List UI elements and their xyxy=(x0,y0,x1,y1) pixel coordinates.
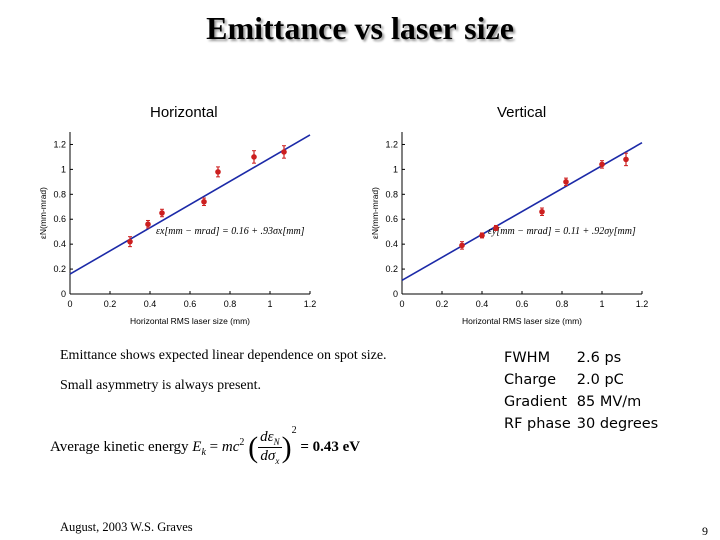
formula-label: Average kinetic energy xyxy=(50,439,189,455)
x-axis-label: Horizontal RMS laser size (mm) xyxy=(130,316,250,326)
data-point xyxy=(459,242,465,249)
x-tick-label: 0.2 xyxy=(436,299,449,309)
y-tick-label: 1 xyxy=(61,164,66,174)
chart-title-horizontal: Horizontal xyxy=(150,104,218,121)
data-point xyxy=(599,161,605,168)
y-tick-label: 0.2 xyxy=(385,264,398,274)
data-point xyxy=(201,198,207,205)
y-tick-label: 0.6 xyxy=(53,214,66,224)
y-tick-label: 0.4 xyxy=(53,239,66,249)
y-tick-label: 1.2 xyxy=(53,139,66,149)
data-point xyxy=(159,210,165,216)
y-tick-label: 1.2 xyxy=(385,139,398,149)
note-linear-dependence: Emittance shows expected linear dependen… xyxy=(60,348,387,363)
x-tick-label: 0 xyxy=(399,299,404,309)
horizontal-emittance-chart: 0 0.2 0.4 0.6 0.8 1 1.2 0 0.2 0.4 0.6 0.8 1 1.2 Horizo… xyxy=(38,132,317,326)
y-tick-label: 0.2 xyxy=(53,264,66,274)
fit-line xyxy=(69,134,311,275)
param-label: Gradient xyxy=(504,394,568,410)
y-tick-label: 1 xyxy=(393,164,398,174)
x-tick-label: 0.6 xyxy=(516,299,529,309)
vertical-emittance-chart: 0 0.2 0.4 0.6 0.8 1 1.2 0 0.2 0.4 0.6 0.8 1 1.2 Horizo… xyxy=(370,132,649,326)
y-tick-label: 0 xyxy=(61,289,66,299)
footer-date-author: August, 2003 W.S. Graves xyxy=(60,520,193,534)
param-label: RF phase xyxy=(504,416,571,432)
fit-equation: εx[mm − mrad] = 0.16 + .93σx[mm] xyxy=(156,226,305,237)
x-tick-label: 0.2 xyxy=(104,299,117,309)
data-point xyxy=(215,169,221,175)
data-point xyxy=(539,208,545,215)
page-number: 9 xyxy=(702,524,708,538)
param-value: 2.6 ps xyxy=(576,350,622,366)
param-row: RF phase 30 degrees xyxy=(504,413,664,435)
x-tick-label: 0 xyxy=(67,299,72,309)
data-point xyxy=(563,179,569,185)
param-value: 2.0 pC xyxy=(576,372,624,388)
x-tick-label: 1 xyxy=(599,299,604,309)
param-row: Gradient 85 MV/m xyxy=(504,391,664,413)
data-point xyxy=(623,156,629,163)
y-tick-label: 0.4 xyxy=(385,239,398,249)
param-label: Charge xyxy=(504,372,557,388)
x-tick-label: 0.8 xyxy=(224,299,237,309)
data-point xyxy=(493,225,499,231)
fit-line xyxy=(401,142,643,281)
data-point xyxy=(281,149,287,155)
data-point xyxy=(251,154,257,160)
y-tick-label: 0.8 xyxy=(53,189,66,199)
note-asymmetry: Small asymmetry is always present. xyxy=(60,378,262,393)
formula-result: = 0.43 eV xyxy=(300,439,361,455)
kinetic-energy-formula: Average kinetic energy Ek = mc2 ( dεN dσ… xyxy=(50,425,360,466)
formula-expression: Ek = mc2 ( dεN dσx )2 xyxy=(192,425,297,467)
y-axis-label: εN(mm-mrad) xyxy=(370,187,380,239)
x-tick-label: 1 xyxy=(267,299,272,309)
x-tick-label: 0.6 xyxy=(184,299,197,309)
param-row: Charge 2.0 pC xyxy=(504,369,664,391)
page-title: Emittance vs laser size xyxy=(206,10,514,46)
param-row: FWHM 2.6 ps xyxy=(504,347,664,369)
param-label: FWHM xyxy=(504,350,551,366)
chart-title-vertical: Vertical xyxy=(497,104,547,121)
x-tick-label: 1.2 xyxy=(304,299,317,309)
data-point xyxy=(479,232,485,239)
y-tick-label: 0.8 xyxy=(385,189,398,199)
y-axis-label: εN(mm-mrad) xyxy=(38,187,48,239)
data-point xyxy=(127,238,133,245)
x-tick-label: 0.4 xyxy=(476,299,489,309)
beam-parameters-table: FWHM 2.6 ps Charge 2.0 pC Gradient 85 MV… xyxy=(504,347,664,435)
param-value: 30 degrees xyxy=(576,416,659,432)
fit-equation: εy[mm − mrad] = 0.11 + .92σy[mm] xyxy=(488,226,636,237)
data-point xyxy=(145,221,151,228)
x-tick-label: 1.2 xyxy=(636,299,649,309)
y-tick-label: 0 xyxy=(393,289,398,299)
x-axis-label: Horizontal RMS laser size (mm) xyxy=(462,316,582,326)
param-value: 85 MV/m xyxy=(576,394,642,410)
x-tick-label: 0.4 xyxy=(144,299,157,309)
x-tick-label: 0.8 xyxy=(556,299,569,309)
y-tick-label: 0.6 xyxy=(385,214,398,224)
